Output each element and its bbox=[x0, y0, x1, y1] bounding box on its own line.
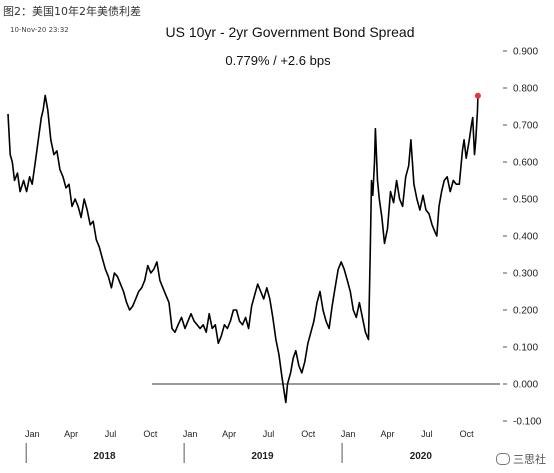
y-tick-label: 0.700 bbox=[513, 121, 538, 132]
wechat-icon bbox=[496, 453, 510, 465]
y-tick-label: 0.500 bbox=[513, 195, 538, 206]
year-label: 2020 bbox=[410, 451, 433, 462]
x-tick-label: Jan bbox=[341, 429, 356, 439]
x-tick-label: Oct bbox=[301, 429, 316, 439]
series-layer bbox=[7, 92, 481, 404]
y-tick-label: 0.600 bbox=[513, 158, 538, 169]
x-tick-label: Jan bbox=[183, 429, 198, 439]
y-tick-label: 0.100 bbox=[513, 343, 538, 354]
chart-title: US 10yr - 2yr Government Bond Spread bbox=[165, 24, 414, 40]
last-value-marker bbox=[474, 92, 481, 99]
x-tick-label: Jul bbox=[105, 429, 117, 439]
x-tick-label: Apr bbox=[380, 429, 394, 439]
y-tick-label: 0.900 bbox=[513, 47, 538, 58]
x-tick-label: Jul bbox=[421, 429, 433, 439]
x-tick-label: Oct bbox=[460, 429, 475, 439]
x-axis: Jan Apr Jul Oct Jan Apr Jul Oct Jan Apr Jul Oct 2018… bbox=[25, 429, 474, 463]
y-tick-label: 0.300 bbox=[513, 269, 538, 280]
watermark: 三思社 bbox=[496, 451, 546, 467]
y-axis: 0.900 0.800 0.700 0.600 0.500 0.400 0.300 0.200… bbox=[503, 47, 542, 428]
spread-series-line bbox=[7, 94, 479, 404]
y-tick-label: 0.000 bbox=[513, 380, 538, 391]
y-tick-label: -0.100 bbox=[513, 417, 542, 428]
chart-subtitle: 0.779% / +2.6 bps bbox=[225, 53, 331, 68]
x-tick-label: Jul bbox=[263, 429, 275, 439]
y-tick-label: 0.400 bbox=[513, 232, 538, 243]
x-tick-label: Jan bbox=[25, 429, 40, 439]
y-tick-label: 0.800 bbox=[513, 84, 538, 95]
x-tick-label: Apr bbox=[64, 429, 78, 439]
y-tick-label: 0.200 bbox=[513, 306, 538, 317]
watermark-text: 三思社 bbox=[513, 453, 546, 466]
x-tick-label: Apr bbox=[222, 429, 236, 439]
year-label: 2018 bbox=[93, 451, 116, 462]
chart-timestamp: 10-Nov-20 23:32 bbox=[10, 26, 69, 34]
x-tick-label: Oct bbox=[143, 429, 158, 439]
year-label: 2019 bbox=[251, 451, 274, 462]
figure-caption: 图2：美国10年2年美债利差 bbox=[3, 5, 141, 18]
